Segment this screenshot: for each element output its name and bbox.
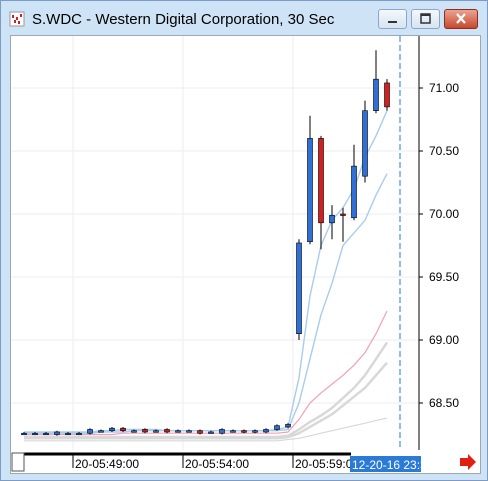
candle[interactable] bbox=[384, 79, 390, 111]
candle[interactable] bbox=[329, 205, 335, 240]
y-tick-label: 71.00 bbox=[429, 81, 459, 95]
y-tick-label: 70.00 bbox=[429, 207, 459, 221]
app-chart-icon bbox=[9, 11, 25, 27]
moving-average-lines bbox=[24, 110, 389, 442]
candle[interactable] bbox=[131, 429, 137, 433]
maximize-icon bbox=[420, 13, 431, 24]
candle[interactable] bbox=[142, 428, 148, 434]
moving-average-line bbox=[24, 417, 388, 442]
candle[interactable] bbox=[109, 426, 115, 432]
candle[interactable] bbox=[65, 431, 71, 436]
cursor-time-label: 12-20-16 23:34:00 bbox=[352, 458, 450, 472]
candle[interactable] bbox=[54, 430, 60, 436]
candle[interactable] bbox=[98, 429, 104, 433]
candle[interactable] bbox=[373, 50, 379, 114]
candle[interactable] bbox=[230, 429, 236, 433]
candle[interactable] bbox=[120, 426, 126, 432]
y-tick-label: 68.50 bbox=[429, 396, 459, 410]
close-button[interactable] bbox=[444, 9, 478, 29]
moving-average-line bbox=[24, 341, 389, 439]
candle[interactable] bbox=[219, 428, 225, 435]
candle[interactable] bbox=[274, 424, 280, 431]
x-tick-label: 20-05:54:00 bbox=[185, 457, 249, 471]
candle[interactable] bbox=[186, 429, 192, 433]
x-tick-label: 20-05:59:00 bbox=[295, 457, 359, 471]
candle[interactable] bbox=[241, 429, 247, 434]
minimize-icon bbox=[388, 21, 397, 23]
y-axis: 71.00 70.50 70.00 69.50 69.00 68.50 bbox=[418, 36, 459, 450]
y-tick-label: 69.50 bbox=[429, 270, 459, 284]
candle[interactable] bbox=[175, 429, 181, 433]
candle[interactable] bbox=[197, 429, 203, 435]
candle[interactable] bbox=[87, 428, 93, 435]
moving-average-line bbox=[24, 361, 388, 440]
candles bbox=[21, 50, 390, 436]
maximize-button[interactable] bbox=[411, 9, 440, 29]
candle[interactable] bbox=[263, 428, 269, 434]
candle[interactable] bbox=[153, 429, 159, 433]
window-title: S.WDC - Western Digital Corporation, 30 … bbox=[32, 11, 335, 28]
y-tick-label: 70.50 bbox=[429, 144, 459, 158]
candle[interactable] bbox=[296, 239, 302, 340]
scroll-start-box[interactable] bbox=[11, 452, 25, 472]
candle[interactable] bbox=[164, 428, 170, 434]
candle[interactable] bbox=[362, 100, 368, 183]
y-tick-label: 69.00 bbox=[429, 333, 459, 347]
candle[interactable] bbox=[252, 429, 258, 434]
cursor-time-badge bbox=[350, 456, 421, 472]
minimize-button[interactable] bbox=[378, 9, 407, 29]
x-tick-label: 20-05:49:00 bbox=[75, 457, 139, 471]
candle[interactable] bbox=[340, 207, 346, 242]
grid bbox=[11, 36, 419, 450]
candle[interactable] bbox=[208, 430, 214, 434]
moving-average-line bbox=[24, 173, 388, 434]
title-bar[interactable]: S.WDC - Western Digital Corporation, 30 … bbox=[1, 1, 487, 35]
chart-area[interactable]: 71.00 70.50 70.00 69.50 69.00 68.50 20-05:49:… bbox=[10, 35, 481, 474]
candle[interactable] bbox=[285, 423, 291, 429]
candle[interactable] bbox=[307, 115, 313, 245]
candle[interactable] bbox=[76, 431, 82, 436]
candle[interactable] bbox=[21, 431, 27, 436]
scroll-right-arrow-icon[interactable] bbox=[460, 454, 476, 470]
candle[interactable] bbox=[43, 431, 49, 436]
close-icon bbox=[456, 13, 466, 24]
candle[interactable] bbox=[318, 135, 324, 250]
candlestick-chart[interactable]: 71.00 70.50 70.00 69.50 69.00 68.50 20-05:49:… bbox=[11, 36, 480, 473]
moving-average-line bbox=[24, 310, 388, 436]
candle[interactable] bbox=[32, 431, 38, 436]
candle[interactable] bbox=[351, 144, 357, 221]
